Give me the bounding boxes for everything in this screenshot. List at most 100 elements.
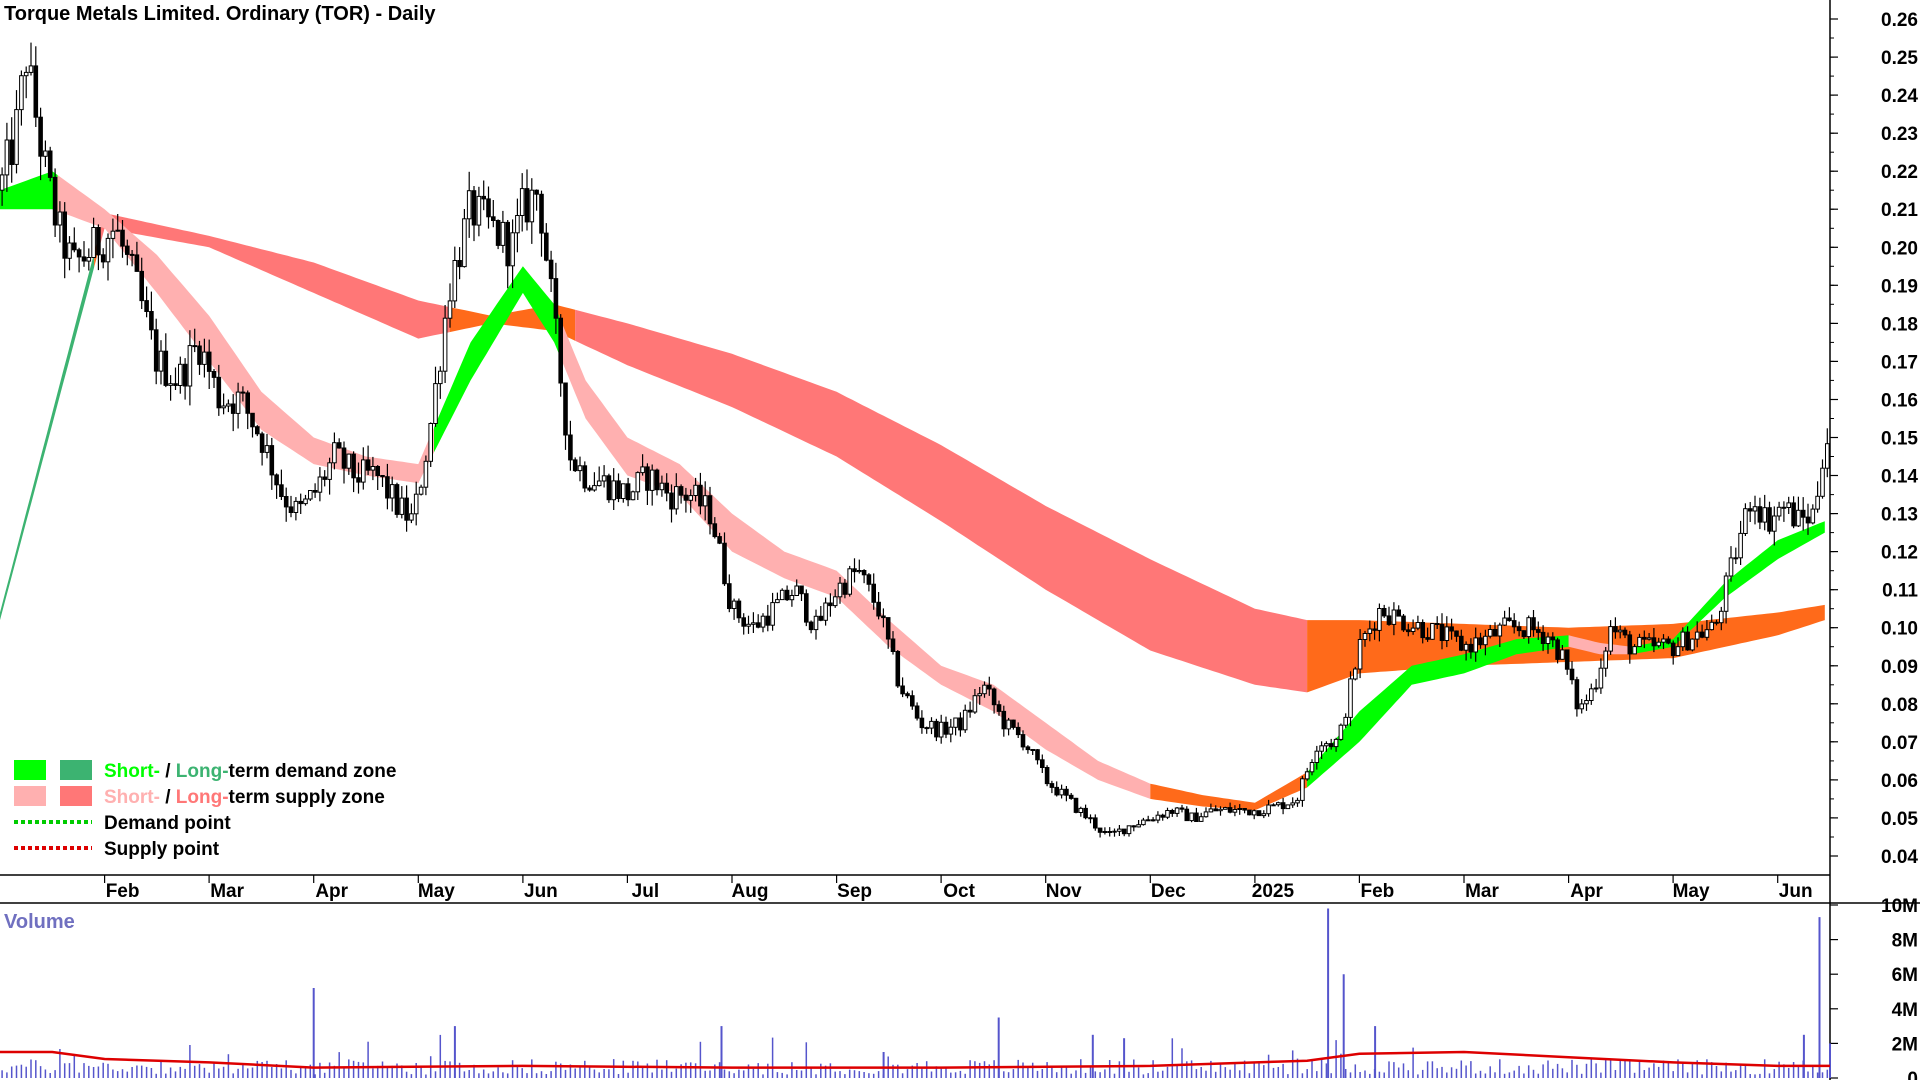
price-bar-body [625,483,631,501]
price-bar-body [1743,508,1748,535]
price-bar-body [577,465,583,472]
price-bar-body [279,484,284,497]
price-bar-body [264,445,270,453]
price-bar-body [938,721,944,738]
price-bar-body [669,492,674,510]
price-bar-body [1579,703,1585,710]
price-bar-body [1044,767,1050,785]
price-bar-body [245,392,250,414]
price-bar-body [885,617,891,640]
price-bar-body [1295,799,1300,804]
price-bar-body [1266,804,1271,815]
price-bar-body [1526,617,1532,638]
price-bar-body [727,583,732,610]
price-bar-body [380,475,385,478]
date-tick-label: Jun [524,881,558,902]
price-bar-body [38,116,43,157]
price-bar-body [1218,808,1223,812]
price-bar-body [852,568,857,573]
price-bar-body [312,490,318,493]
price-axis: 0.26 0.25 0.24 0.23 0.22 0.21 0.20 0.19 0.18 0.17… [1830,10,1918,868]
price-bar-body [510,232,515,267]
price-bar-body [1425,637,1430,640]
legend-item-demand-point: Demand point [14,813,231,834]
long-term-band-segment [575,309,1308,693]
legend-label: Short- / Long-term supply zone [104,787,385,808]
price-bar-body [1820,467,1825,497]
price-bar-body [1434,623,1440,625]
price-bar-body [1796,509,1801,527]
price-bar-body [539,193,544,234]
price-bar-body [375,466,380,476]
price-bar-body [1733,557,1739,560]
price-bar-body [230,403,236,414]
price-bar-body [346,453,352,469]
price-tick-label: 0.21 [1881,200,1918,221]
price-bar-body [351,453,356,479]
price-bar-body [153,329,159,372]
legend-item-supply-point: Supply point [14,839,220,860]
price-bar-body [259,433,265,453]
legend-separator: / [160,761,176,782]
price-bar-body [621,483,626,499]
price-bar-body [794,585,800,596]
price-bar-body [1661,638,1666,643]
price-bar-body [1025,746,1031,751]
price-bar-body [712,523,718,538]
price-tick-label: 0.25 [1881,48,1918,69]
price-bar-body [1714,621,1719,624]
price-bar-body [1521,630,1527,638]
price-tick-label: 0.26 [1881,10,1918,31]
price-bar-body [519,188,525,217]
legend-separator: / [160,787,176,808]
price-bar-body [1208,808,1214,813]
price-bar-body [1035,749,1040,761]
price-bar-body [221,405,226,409]
price-bar-body [1439,623,1445,641]
date-tick-label: Apr [315,881,348,902]
price-bar-body [43,150,48,157]
price-bar-body [674,486,679,510]
price-bar-body [813,615,819,631]
price-bar-body [1333,738,1339,748]
price-bar-body [1367,628,1373,634]
price-bar-body [890,638,896,652]
price-bar-body [1203,811,1209,818]
price-bar-body [1348,678,1353,718]
price-bar-body [1531,617,1536,631]
price-bar-body [548,259,554,280]
price-bar-body [505,221,510,267]
price-bar-body [1598,667,1604,689]
price-bar-body [568,434,573,461]
price-bar-body [1560,649,1565,660]
price-bar-body [283,496,289,508]
legend-long-word: Long- [176,787,229,808]
price-bar-body [96,227,101,256]
price-bar-body [462,218,467,268]
price-bar-body [409,513,414,521]
price-bar-body [1112,830,1117,833]
price-bar-body [1589,688,1594,701]
price-bar-body [1569,668,1575,681]
price-bar-body [1213,808,1219,812]
price-bar-body [1165,810,1170,818]
legend-label: Supply point [104,839,220,860]
price-bar-body [799,585,804,595]
price-bar-body [76,249,82,258]
price-bar-body [534,189,539,195]
price-bar-body [1049,783,1055,788]
price-bar-body [1781,506,1787,509]
price-bar-body [211,371,217,378]
legend-short-word: Short- [104,787,160,808]
legend-rest: term demand zone [229,761,397,782]
price-bar-body [1174,807,1180,814]
price-bar-body [1319,745,1324,752]
price-tick-label: 0.24 [1881,86,1918,107]
price-bar-body [1020,734,1026,748]
price-bar-body [81,256,87,262]
price-bar-body [1670,642,1676,657]
price-bar-body [495,220,501,246]
